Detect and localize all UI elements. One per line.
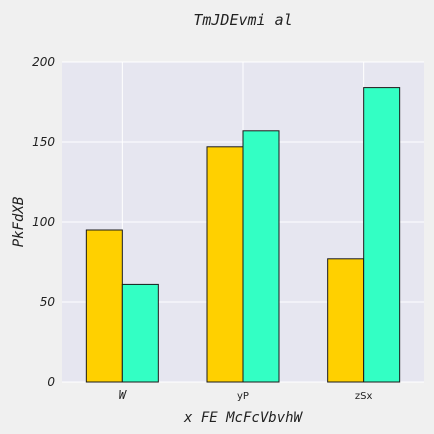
y-axis-ticks: 0 50 100 150 200: [32, 55, 55, 389]
x-tick-label: zSx: [355, 391, 373, 402]
x-tick-label: W: [119, 388, 128, 402]
y-tick-label: 0: [47, 375, 55, 389]
bar: [327, 258, 365, 383]
bar: [206, 146, 244, 383]
x-axis-label: x FE McFcVbvhW: [183, 410, 304, 426]
y-tick-label: 100: [32, 215, 55, 229]
y-axis-label: PkFdXB: [11, 197, 27, 248]
chart-title: TmJDEvmi al: [193, 11, 292, 29]
x-tick-label: yP: [237, 391, 249, 402]
y-tick-label: 50: [40, 295, 56, 309]
y-tick-label: 150: [32, 135, 55, 149]
bar: [85, 229, 123, 383]
bar: [242, 130, 280, 383]
bar: [363, 87, 401, 383]
bars: [85, 87, 401, 383]
bar: [121, 283, 159, 383]
y-tick-label: 200: [32, 55, 55, 69]
